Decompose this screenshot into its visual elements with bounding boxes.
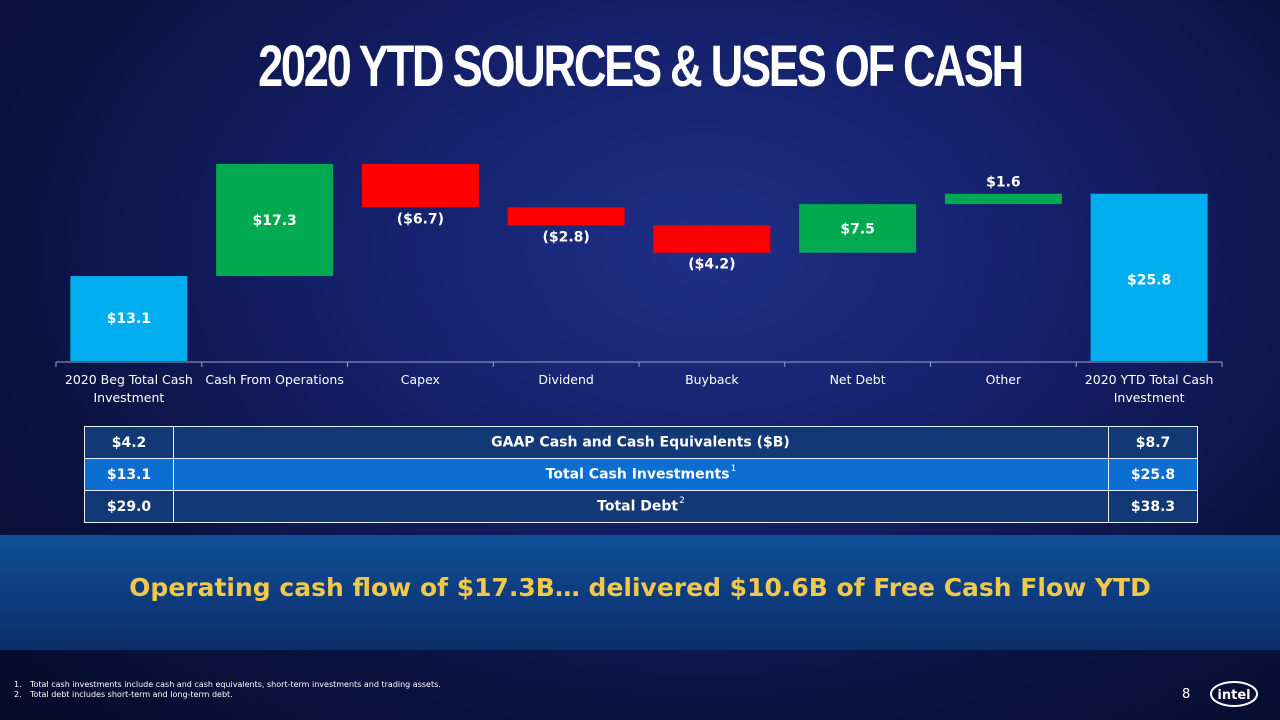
footnote: 2. Total debt includes short-term and lon… (14, 690, 441, 700)
data-label: ($6.7) (397, 211, 444, 227)
footnote-marker: 2 (679, 496, 685, 507)
intel-logo: intel (1210, 681, 1258, 707)
data-label: $25.8 (1127, 273, 1171, 289)
category-label: Investment (93, 390, 164, 405)
row-label: Total Cash Investments (545, 466, 730, 483)
page-title: 2020 YTD SOURCES & USES OF CASH (258, 34, 1024, 99)
bar-other (944, 193, 1062, 205)
table-row: $13.1 Total Cash Investments1 $25.8 (84, 458, 1198, 491)
category-label: Investment (1114, 390, 1185, 405)
data-label: ($4.2) (688, 257, 735, 273)
data-label: $1.6 (986, 175, 1021, 191)
footnote-number: 2. (14, 690, 22, 699)
table-cell-right: $38.3 (1108, 490, 1198, 523)
table-row: $29.0 Total Debt2 $38.3 (84, 490, 1198, 523)
data-label: $13.1 (107, 311, 151, 327)
table-cell-label: Total Debt2 (173, 490, 1109, 523)
category-label: 2020 Beg Total Cash (65, 372, 193, 387)
table-cell-left: $4.2 (84, 426, 174, 459)
category-label: Buyback (685, 372, 739, 387)
category-label: 2020 YTD Total Cash (1085, 372, 1214, 387)
logo-text: intel (1217, 688, 1250, 703)
data-label: ($2.8) (542, 229, 589, 245)
bar-net-debt (799, 204, 917, 253)
table-cell-right: $25.8 (1108, 458, 1198, 491)
category-label: Net Debt (830, 372, 886, 387)
footnote: 1. Total cash investments include cash an… (14, 680, 441, 690)
data-label: $7.5 (840, 221, 875, 237)
footnote-text: Total debt includes short-term and long-… (30, 690, 233, 699)
bar-2020-beg-total-cash-investment (70, 276, 188, 361)
category-label: Cash From Operations (205, 372, 343, 387)
footnote-number: 1. (14, 680, 22, 689)
table-cell-left: $29.0 (84, 490, 174, 523)
table-cell-right: $8.7 (1108, 426, 1198, 459)
table-cell-label: GAAP Cash and Cash Equivalents ($B) (173, 426, 1109, 459)
category-label: Dividend (538, 372, 593, 387)
bar-cash-from-operations (216, 163, 334, 277)
bar-capex (361, 163, 479, 208)
bar-2020-ytd-total-cash-investment (1090, 193, 1208, 361)
table-cell-left: $13.1 (84, 458, 174, 491)
table-row: $4.2 GAAP Cash and Cash Equivalents ($B)… (84, 426, 1198, 459)
highlight-banner: Operating cash flow of $17.3B… delivered… (0, 535, 1280, 650)
bar-dividend (507, 207, 625, 226)
page-number: 8 (1182, 687, 1191, 702)
data-label: $17.3 (252, 213, 296, 229)
row-label: GAAP Cash and Cash Equivalents ($B) (491, 434, 790, 451)
table-cell-label: Total Cash Investments1 (173, 458, 1109, 491)
category-label: Other (986, 372, 1022, 387)
cash-summary-table: $4.2 GAAP Cash and Cash Equivalents ($B)… (84, 426, 1198, 523)
row-label: Total Debt (597, 498, 679, 515)
waterfall-chart: $13.1 2020 Beg Total Cash Investment $17.3 C… (55, 163, 1223, 405)
footnote-text: Total cash investments include cash and … (30, 680, 441, 689)
category-label: Capex (401, 372, 440, 387)
bar-buyback (653, 225, 771, 253)
footnotes: 1. Total cash investments include cash an… (14, 680, 441, 700)
banner-text: Operating cash flow of $17.3B… delivered… (129, 573, 1151, 602)
footnote-marker: 1 (730, 464, 737, 475)
